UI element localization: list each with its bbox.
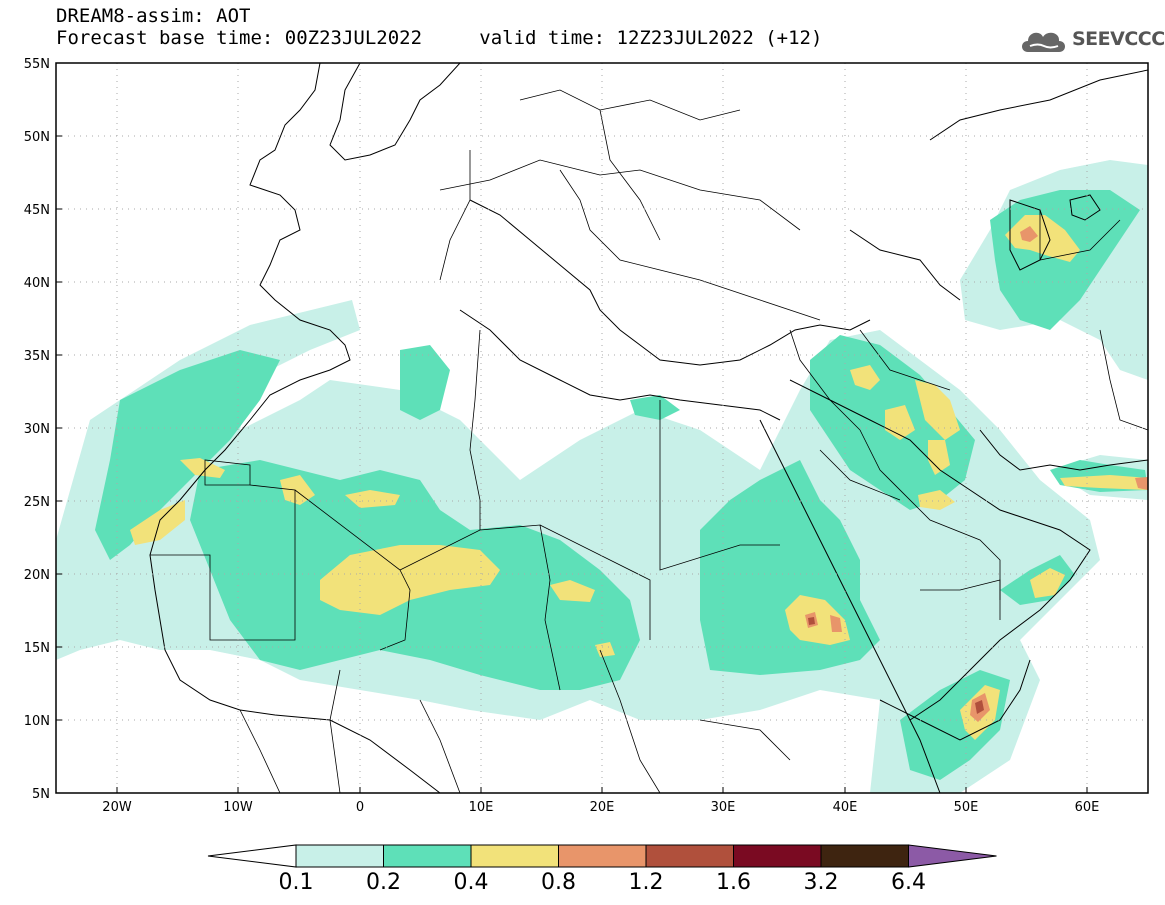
colorbar <box>207 844 997 868</box>
colorbar-label: 1.6 <box>716 870 751 895</box>
valid-time: valid time: 12Z23JUL2022 (+12) <box>479 27 823 49</box>
lon-label: 30E <box>711 800 736 815</box>
base-time: Forecast base time: 00Z23JUL2022 <box>56 27 423 49</box>
axis-ticks <box>56 62 1088 793</box>
lon-label: 20E <box>590 800 615 815</box>
cloud-icon <box>1022 32 1065 52</box>
lat-label: 25N <box>24 495 50 510</box>
time-info: Forecast base time: 00Z23JUL2022 valid t… <box>56 27 822 49</box>
colorbar-label: 0.1 <box>278 870 314 895</box>
lon-labels: 20W 10W 0 10E 20E 30E 40E 50E 60E <box>102 800 1099 815</box>
aot-layer-1.2 <box>808 617 984 714</box>
lat-label: 30N <box>24 422 50 437</box>
lat-label: 10N <box>24 714 50 729</box>
colorbar-label: 0.2 <box>366 870 401 895</box>
colorbar-label: 0.4 <box>453 870 489 895</box>
colorbar-label: 0.8 <box>541 870 576 895</box>
colorbar-box <box>820 844 909 868</box>
lat-labels: 55N 50N 45N 40N 35N 30N 25N 20N 15N 10N … <box>24 57 50 802</box>
map-title: DREAM8-assim: AOT <box>56 5 251 27</box>
graticule <box>56 63 1148 793</box>
colorbar-box <box>295 844 384 868</box>
country-borders <box>150 89 1148 793</box>
aot-layer-0.8 <box>805 226 1148 722</box>
colorbar-box <box>383 844 472 868</box>
lat-label: 55N <box>24 57 50 72</box>
lat-label: 40N <box>24 276 50 291</box>
seevccc-logo: SEEVCCC <box>1018 22 1165 58</box>
lat-label: 35N <box>24 349 50 364</box>
colorbar-box <box>470 844 559 868</box>
lon-label: 60E <box>1075 800 1100 815</box>
colorbar-label: 1.2 <box>628 870 664 895</box>
lon-label: 20W <box>102 800 132 815</box>
lat-label: 20N <box>24 568 50 583</box>
logo-text: SEEVCCC <box>1072 28 1165 50</box>
colorbar-label: 3.2 <box>803 870 839 895</box>
aot-field <box>56 160 1148 793</box>
colorbar-label: 6.4 <box>891 870 926 895</box>
lon-label: 50E <box>954 800 979 815</box>
colorbar-high-triangle <box>908 844 997 868</box>
lat-label: 5N <box>32 787 50 802</box>
lon-label: 10E <box>469 800 494 815</box>
lat-label: 50N <box>24 130 50 145</box>
colorbar-box <box>558 844 647 868</box>
colorbar-low-triangle <box>207 844 297 868</box>
lat-label: 15N <box>24 641 50 656</box>
lat-label: 45N <box>24 203 50 218</box>
lon-label: 40E <box>833 800 858 815</box>
lon-label: 10W <box>223 800 253 815</box>
colorbar-box <box>733 844 822 868</box>
colorbar-box <box>645 844 734 868</box>
lon-label: 0 <box>356 800 364 815</box>
